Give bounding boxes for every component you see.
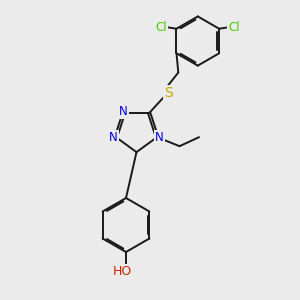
- Text: S: S: [164, 85, 173, 100]
- Text: HO: HO: [113, 265, 132, 278]
- Text: N: N: [155, 131, 164, 144]
- Text: N: N: [109, 131, 118, 144]
- Text: N: N: [119, 105, 128, 118]
- Text: Cl: Cl: [156, 21, 167, 34]
- Text: Cl: Cl: [228, 21, 240, 34]
